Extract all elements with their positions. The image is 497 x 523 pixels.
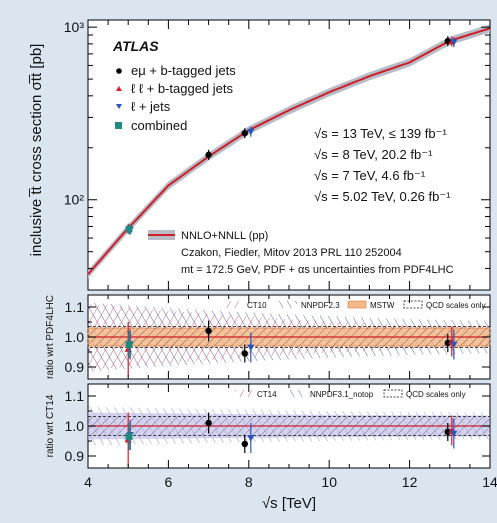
energy-label-7: √s = 7 TeV, 4.6 fb⁻¹ [314,168,426,183]
ratio2-legend-nnpdf-swatch [288,390,306,397]
legend-label-ll: ℓ ℓ + b-tagged jets [131,81,233,96]
ratio1-legend-mstw-swatch [347,300,367,309]
ratio1-point-8 [450,341,458,349]
legend-marker-ljets [116,104,122,109]
ratio2-point-5 [247,435,255,442]
ratio1-y-tick-label: 1.0 [65,329,85,345]
x-tick-label-8: 8 [245,474,253,490]
ratio1-legend-nnpdf-swatch [279,301,297,308]
legend-marker-ll [116,86,122,91]
energy-label-5: √s = 5.02 TeV, 0.26 fb⁻¹ [314,189,451,204]
ratio2-y-axis-label: ratio wrt CT14 [45,394,56,457]
ratio1-legend-qcd: QCD scales only [426,301,486,310]
ratio2-y-tick-label: 1.0 [65,418,85,434]
ratio1-point-4 [241,350,248,357]
ratio2-axes: 0.9 1.0 1.1 4 6 8 10 12 14 [65,384,497,490]
ratio2-legend-ct14-swatch [235,390,253,397]
ratio2-legend: CT14 NNPDF3.1_notop QCD scales only [235,389,466,399]
ratio1-legend-ct10-swatch [225,301,243,308]
main-data-points [124,36,458,235]
ratio2-point-4 [241,440,248,448]
main-point-2-2 [450,39,458,46]
x-axis-label: √s [TeV] [262,495,316,512]
ratio1-point-2 [125,341,133,348]
main-y-tick-label: 10² [64,192,85,208]
main-panel [87,19,491,291]
ratio1-legend-mstw: MSTW [370,301,395,310]
legend-label-combined: combined [131,118,187,133]
ratio1-legend-nnpdf: NNPDF2.3 [301,301,340,310]
ratio2-legend-qcd-swatch [383,389,403,398]
ratio1-legend-qcd-swatch [403,300,423,309]
legend: eμ + b-tagged jets ℓ ℓ + b-tagged jets ℓ… [115,63,236,133]
experiment-label: ATLAS [112,38,159,54]
ratio1-y-axis-label: ratio wrt PDF4LHC [45,295,56,379]
x-tick-label-4: 4 [84,474,92,490]
energy-label-13: √s = 13 TeV, ≤ 139 fb⁻¹ [314,126,447,141]
theory-parameters: mt = 172.5 GeV, PDF + αs uncertainties f… [181,264,454,276]
ratio1-point-3 [205,327,212,335]
main-y-axis-label: inclusive t̅t cross section σt̅t [pb] [28,44,45,257]
ratio2-y-tick-label: 1.1 [65,388,85,404]
theory-legend: NNLO+NNLL (pp) Czakon, Fiedler, Mitov 20… [148,230,454,276]
legend-label-emu: eμ + b-tagged jets [131,63,236,78]
legend-marker-combined [115,122,122,129]
energy-label-8: √s = 8 TeV, 20.2 fb⁻¹ [314,147,433,162]
ratio1-bands [87,302,491,372]
theory-legend-label: NNLO+NNLL (pp) [181,230,268,242]
ratio1-y-tick-label: 0.9 [65,359,85,375]
main-axes: 10² 10³ [64,19,491,291]
main-point-2-1 [247,128,255,136]
theory-reference: Czakon, Fiedler, Mitov 2013 PRL 110 2520… [181,247,402,259]
ratio2-points [124,412,458,467]
ratio2-point-6 [444,428,451,436]
ratio2-y-tick-label: 0.9 [65,448,85,464]
legend-marker-emu [116,68,122,74]
ratio1-points [124,320,458,376]
ratio2-point-8 [450,430,458,438]
ratio2-legend-qcd: QCD scales only [406,390,466,399]
main-point-3-0 [125,225,133,233]
ratio1-axes: 0.9 1.0 1.1 [65,295,491,379]
main-point-0-1 [241,129,248,137]
x-tick-label-6: 6 [165,474,173,490]
ratio2-legend-nnpdf: NNPDF3.1_notop [310,390,374,399]
x-tick-label-14: 14 [482,474,497,490]
x-tick-label-10: 10 [321,474,337,490]
ratio2-bands [87,406,491,446]
theory-curve-line [87,27,491,275]
ratio1-legend: CT10 NNPDF2.3 MSTW QCD scales only [225,300,486,310]
legend-label-ljets: ℓ + jets [131,99,171,114]
ratio1-legend-ct10: CT10 [247,301,267,310]
ratio1-point-6 [444,339,451,347]
x-tick-label-12: 12 [402,474,418,490]
theory-curve [87,27,491,275]
energy-labels: √s = 13 TeV, ≤ 139 fb⁻¹ √s = 8 TeV, 20.2… [314,126,451,204]
ratio2-legend-ct14: CT14 [257,390,277,399]
ratio1-point-5 [247,344,255,352]
ratio2-point-3 [205,419,212,427]
main-point-0-0 [205,151,212,159]
main-y-tick-label: 10³ [64,19,85,35]
ratio2-point-2 [125,433,133,440]
ratio1-y-tick-label: 1.1 [65,299,85,315]
